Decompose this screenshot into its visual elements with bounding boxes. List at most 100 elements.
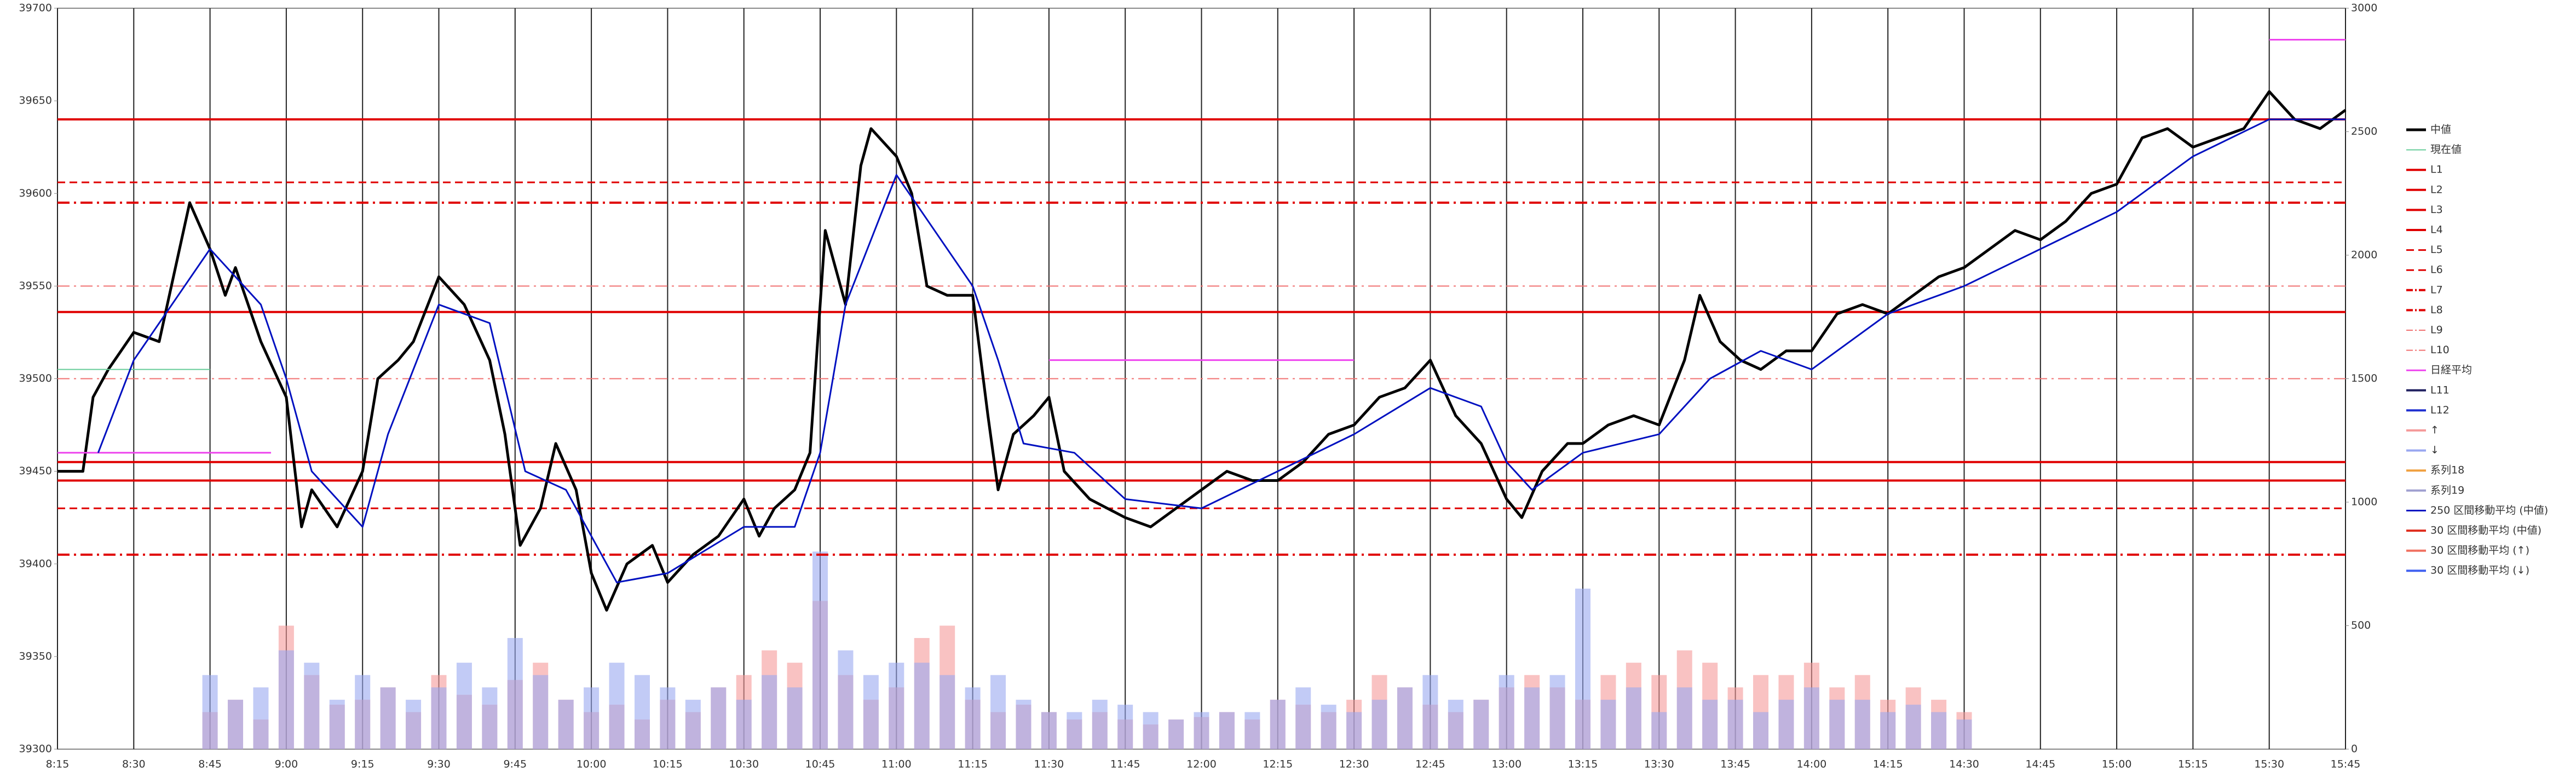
legend-label: L10	[2430, 344, 2450, 356]
series-line	[57, 39, 2346, 454]
volume-bar	[1854, 699, 1870, 749]
x-tick-label: 15:45	[2331, 758, 2361, 771]
x-tick-label: 8:15	[46, 758, 70, 771]
volume-bar	[1448, 699, 1463, 749]
volume-bar	[660, 687, 676, 749]
volume-bar	[634, 675, 650, 749]
volume-bar	[889, 663, 904, 749]
x-tick-label: 8:45	[198, 758, 222, 771]
volume-bar	[863, 675, 879, 749]
volume-bar	[456, 663, 472, 749]
volume-bar	[940, 675, 955, 749]
x-tick-label: 10:45	[805, 758, 835, 771]
volume-bar	[1219, 712, 1235, 749]
volume-bar	[1702, 699, 1718, 749]
series-line	[97, 118, 2346, 584]
volume-bar	[1041, 712, 1057, 749]
volume-bar	[1346, 712, 1362, 749]
legend-label: L4	[2430, 224, 2443, 236]
volume-bar	[1778, 699, 1794, 749]
y-tick-label: 39300	[19, 743, 52, 755]
legend-label: 250 区間移動平均 (中値)	[2430, 504, 2548, 516]
volume-bar	[355, 675, 371, 749]
volume-bar	[558, 699, 574, 749]
legend-label: L1	[2430, 164, 2443, 176]
x-tick-label: 14:00	[1797, 758, 1827, 771]
y-tick-label: 39500	[19, 372, 52, 384]
x-tick-label: 9:00	[275, 758, 298, 771]
volume-bar	[1931, 712, 1947, 749]
volume-bar	[711, 687, 727, 749]
volume-bar	[1168, 719, 1184, 749]
legend-label: 30 区間移動平均 (↑)	[2430, 544, 2529, 556]
volume-bar	[1194, 712, 1209, 749]
x-tick-label: 10:30	[729, 758, 759, 771]
volume-bar	[1270, 699, 1286, 749]
y2-tick-label: 3000	[2351, 2, 2377, 14]
x-tick-label: 12:00	[1186, 758, 1217, 771]
volume-bar	[736, 699, 752, 749]
y-tick-label: 39600	[19, 187, 52, 199]
volume-bar	[253, 687, 269, 749]
volume-bar	[228, 699, 244, 749]
y2-tick-label: 2000	[2351, 249, 2377, 261]
volume-bar	[1676, 687, 1692, 749]
volume-bar	[1905, 704, 1921, 749]
x-tick-label: 11:30	[1034, 758, 1064, 771]
y-tick-label: 39450	[19, 465, 52, 477]
volume-bar	[1397, 687, 1413, 749]
x-tick-label: 14:45	[2025, 758, 2055, 771]
legend-label: L5	[2430, 244, 2443, 256]
x-tick-label: 8:30	[122, 758, 146, 771]
y-tick-label: 39350	[19, 650, 52, 662]
x-tick-label: 10:00	[577, 758, 607, 771]
volume-bar	[1829, 699, 1845, 749]
x-tick-label: 12:30	[1339, 758, 1369, 771]
volume-bar	[1956, 719, 1972, 749]
volume-bar	[1549, 675, 1565, 749]
x-tick-label: 9:45	[503, 758, 527, 771]
x-tick-label: 15:00	[2102, 758, 2132, 771]
volume-bar	[685, 699, 701, 749]
legend-label: ↑	[2430, 424, 2439, 436]
x-tick-label: 9:15	[351, 758, 374, 771]
y-tick-label: 39700	[19, 2, 52, 14]
legend-label: ↓	[2430, 444, 2439, 456]
y2-tick-label: 1000	[2351, 496, 2377, 508]
volume-bar	[1321, 704, 1336, 749]
volume-bar	[304, 663, 320, 749]
volume-bar	[1117, 704, 1133, 749]
x-tick-label: 13:00	[1491, 758, 1522, 771]
legend-label: L8	[2430, 304, 2443, 316]
volume-bar	[990, 675, 1006, 749]
x-tick-label: 15:30	[2254, 758, 2284, 771]
volume-bar	[202, 675, 218, 749]
volume-bar	[1422, 675, 1438, 749]
y2-tick-label: 500	[2351, 619, 2371, 631]
x-tick-label: 11:45	[1110, 758, 1140, 771]
x-tick-label: 14:30	[1949, 758, 1979, 771]
volume-bar	[965, 687, 981, 749]
x-tick-label: 14:15	[1873, 758, 1903, 771]
x-tick-label: 13:15	[1568, 758, 1598, 771]
x-tick-label: 12:15	[1263, 758, 1293, 771]
y-tick-label: 39550	[19, 280, 52, 292]
volume-bar	[1524, 687, 1540, 749]
volume-bar	[329, 699, 345, 749]
legend-label: L6	[2430, 264, 2443, 276]
legend-label: 中値	[2430, 124, 2451, 136]
volume-bar	[1016, 699, 1031, 749]
y2-tick-label: 1500	[2351, 372, 2377, 384]
x-tick-label: 11:15	[958, 758, 988, 771]
volume-bar	[1499, 675, 1514, 749]
volume-bar	[584, 687, 600, 749]
x-tick-label: 10:15	[653, 758, 683, 771]
y-tick-label: 39400	[19, 557, 52, 570]
volume-bar	[1143, 712, 1159, 749]
volume-bar	[1244, 712, 1260, 749]
volume-bar	[1575, 588, 1590, 749]
volume-bar	[380, 687, 396, 749]
legend-label: L12	[2430, 404, 2450, 416]
y2-tick-label: 2500	[2351, 125, 2377, 137]
